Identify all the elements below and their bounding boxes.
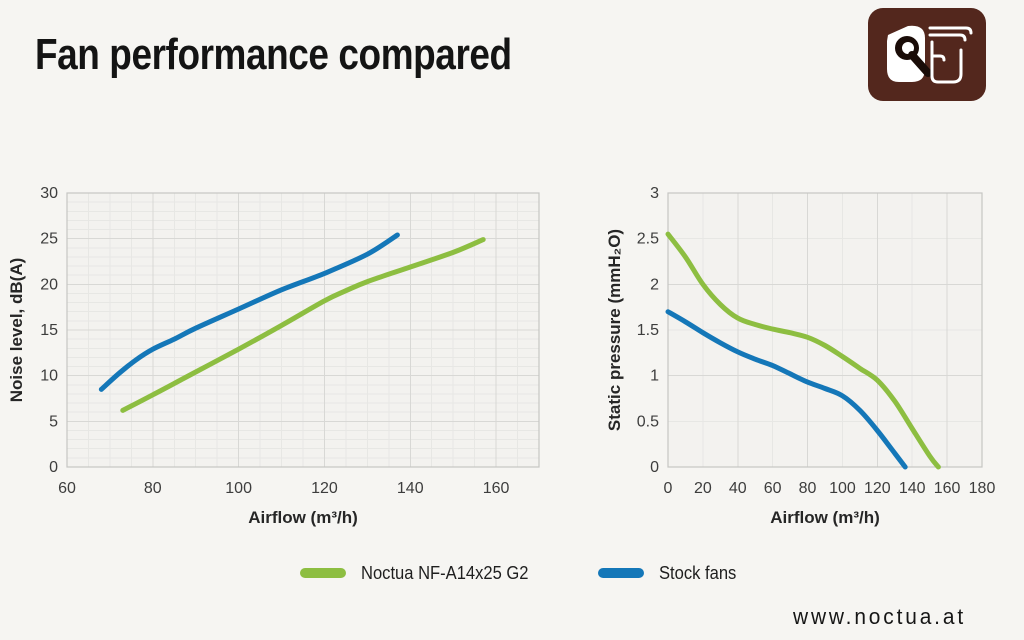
legend-label: Stock fans bbox=[659, 562, 737, 583]
y-tick-label: 0 bbox=[49, 459, 58, 476]
x-tick-label: 100 bbox=[225, 480, 252, 497]
x-tick-label: 180 bbox=[969, 480, 996, 497]
plot-border bbox=[667, 192, 983, 468]
x-tick-label: 140 bbox=[899, 480, 926, 497]
series-line-1 bbox=[98, 232, 400, 392]
static-pressure-chart: 0 20 40 60 80 100 120 140 160 180 0 0.5 1 1.5 2 2.5 3 Air… bbox=[605, 185, 996, 527]
y-tick-label: 10 bbox=[40, 368, 58, 385]
y-tick-label: 1.5 bbox=[637, 322, 659, 339]
series-line-1 bbox=[665, 309, 908, 470]
website-link[interactable]: www.noctua.at bbox=[793, 604, 966, 629]
fan-outline-icon bbox=[928, 26, 973, 84]
logo-background bbox=[868, 8, 986, 101]
x-tick-label: 80 bbox=[144, 480, 162, 497]
x-tick-label: 60 bbox=[764, 480, 782, 497]
legend-swatch-green bbox=[300, 568, 346, 578]
noise-level-chart: 60 80 100 120 140 160 0 5 10 15 20 25 30 Airflow (m³/… bbox=[7, 185, 540, 527]
x-axis-label: Airflow (m³/h) bbox=[248, 508, 358, 527]
x-tick-label: 100 bbox=[829, 480, 856, 497]
y-tick-label: 25 bbox=[40, 231, 58, 248]
x-tick-label: 80 bbox=[799, 480, 817, 497]
x-tick-label: 40 bbox=[729, 480, 747, 497]
noctua-logo bbox=[868, 8, 986, 101]
x-tick-label: 20 bbox=[694, 480, 712, 497]
y-tick-label: 2.5 bbox=[637, 231, 659, 248]
x-axis-label: Airflow (m³/h) bbox=[770, 508, 880, 527]
x-tick-label: 60 bbox=[58, 480, 76, 497]
y-tick-label: 5 bbox=[49, 413, 58, 430]
series-line-0 bbox=[665, 231, 941, 470]
x-tick-label: 0 bbox=[664, 480, 673, 497]
y-tick-label: 0.5 bbox=[637, 413, 659, 430]
magnifier-handle-icon bbox=[908, 51, 932, 77]
y-tick-label: 15 bbox=[40, 322, 58, 339]
page-title: Fan performance compared bbox=[35, 30, 512, 79]
x-tick-label: 120 bbox=[311, 480, 338, 497]
x-tick-label: 160 bbox=[483, 480, 510, 497]
legend-item-stock: Stock fans bbox=[598, 562, 743, 584]
y-tick-label: 0 bbox=[650, 459, 659, 476]
y-tick-label: 1 bbox=[650, 368, 659, 385]
y-axis-label: Noise level, dB(A) bbox=[7, 258, 26, 403]
y-tick-label: 3 bbox=[650, 185, 659, 202]
x-tick-label: 120 bbox=[864, 480, 891, 497]
legend-label: Noctua NF-A14x25 G2 bbox=[361, 562, 529, 583]
y-tick-label: 30 bbox=[40, 185, 58, 202]
y-axis-label: Static pressure (mmH₂O) bbox=[605, 229, 624, 431]
y-tick-label: 2 bbox=[650, 276, 659, 293]
y-tick-label: 20 bbox=[40, 276, 58, 293]
series-line-0 bbox=[120, 237, 486, 413]
legend-swatch-blue bbox=[598, 568, 644, 578]
x-tick-label: 160 bbox=[934, 480, 961, 497]
x-tick-label: 140 bbox=[397, 480, 424, 497]
plot-border bbox=[66, 192, 540, 468]
legend-item-noctua: Noctua NF-A14x25 G2 bbox=[300, 562, 543, 584]
